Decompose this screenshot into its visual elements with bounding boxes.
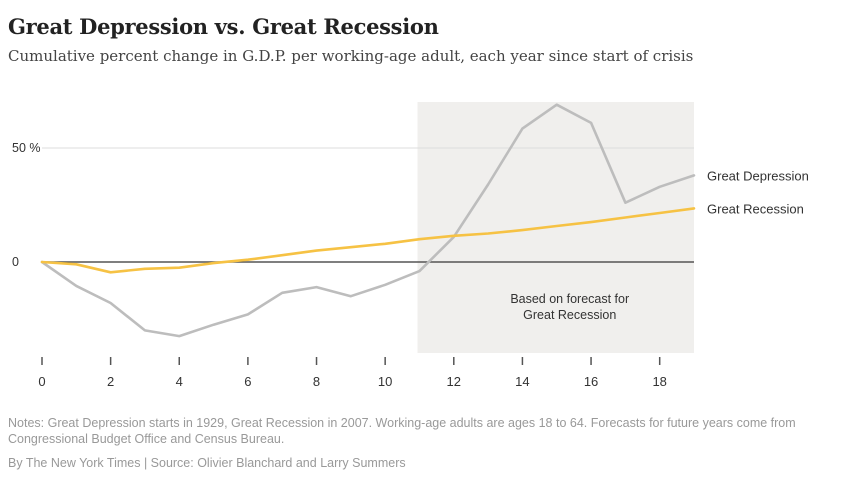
- chart-subtitle: Cumulative percent change in G.D.P. per …: [8, 47, 694, 65]
- forecast-label-line: Based on forecast for: [510, 292, 629, 306]
- chart-notes: Notes: Great Depression starts in 1929, …: [8, 416, 796, 446]
- chart-credit: By The New York Times | Source: Olivier …: [8, 456, 406, 470]
- series-line: [40, 207, 696, 274]
- gridlines: 50 % 0: [12, 141, 694, 269]
- x-tick-label: 0: [38, 374, 45, 389]
- x-tick-label: 14: [515, 374, 529, 389]
- series-lines: [40, 103, 696, 338]
- series-label: Great Depression: [707, 168, 809, 183]
- series-label: Great Recession: [707, 201, 804, 216]
- line-chart: 50 % 0 0 2 4 6 8 10 12 14 16 18 Based on forecast …: [12, 102, 809, 389]
- y-tick-label: 0: [12, 255, 19, 269]
- x-tick-label: 10: [378, 374, 392, 389]
- x-axis: 0 2 4 6 8 10 12 14 16 18: [38, 357, 667, 389]
- x-tick-label: 18: [652, 374, 666, 389]
- y-tick-label: 50 %: [12, 141, 41, 155]
- x-tick-label: 4: [176, 374, 183, 389]
- forecast-label-line: Great Recession: [523, 308, 616, 322]
- chart-title: Great Depression vs. Great Recession: [8, 14, 439, 39]
- annotations: Based on forecast for Great Recession Grea…: [510, 168, 809, 322]
- forecast-region-band: [417, 102, 694, 353]
- series-line: [40, 103, 696, 338]
- x-tick-label: 6: [244, 374, 251, 389]
- x-tick-label: 2: [107, 374, 114, 389]
- forecast-band-layer: [417, 102, 694, 353]
- x-tick-label: 16: [584, 374, 598, 389]
- x-tick-label: 12: [447, 374, 461, 389]
- x-tick-label: 8: [313, 374, 320, 389]
